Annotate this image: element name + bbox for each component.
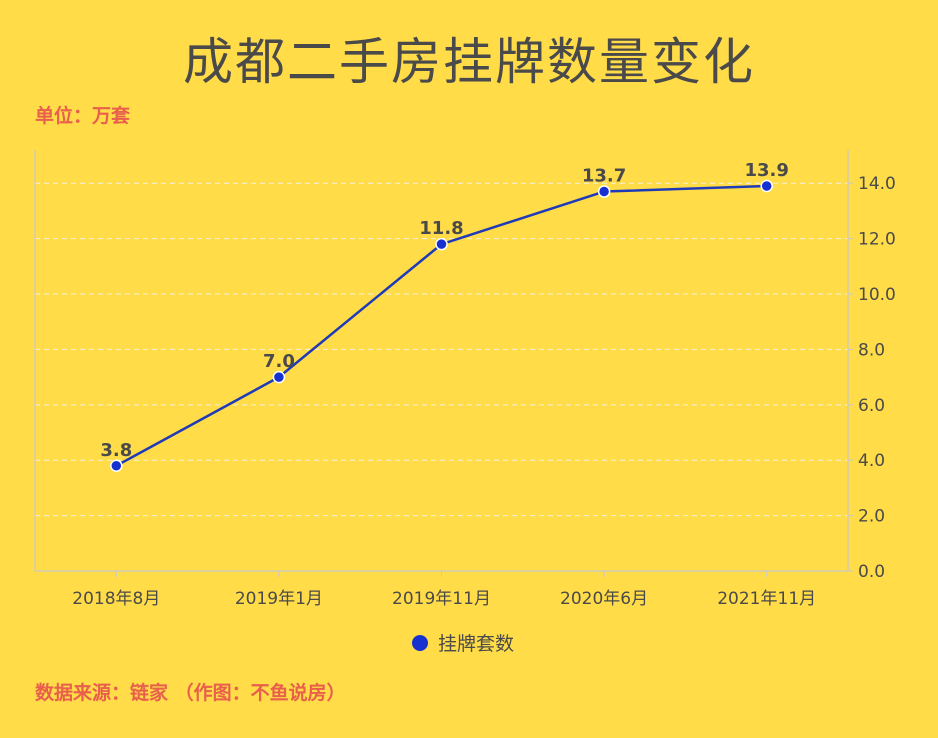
data-point-1[interactable]	[272, 370, 286, 384]
legend-marker-0[interactable]	[412, 635, 428, 651]
y-tick-label-2: 4.0	[858, 451, 885, 471]
data-label-1: 7.0	[263, 351, 295, 372]
source-label: 数据来源：链家 （作图：不鱼说房）	[35, 682, 346, 704]
legend-label-0[interactable]: 挂牌套数	[438, 633, 514, 655]
data-point-0[interactable]	[110, 459, 123, 472]
data-label-3: 13.7	[582, 166, 626, 187]
data-label-4: 13.9	[744, 160, 788, 181]
data-point-2[interactable]	[435, 237, 448, 251]
x-tick-label-1: 2019年1月	[235, 589, 323, 609]
y-tick-label-5: 10.0	[858, 285, 896, 305]
y-tick-label-6: 12.0	[858, 230, 896, 250]
data-label-2: 11.8	[419, 218, 463, 239]
unit-label: 单位：万套	[35, 105, 131, 127]
y-tick-label-3: 6.0	[858, 396, 885, 416]
data-label-0: 3.8	[100, 440, 132, 461]
y-tick-labels: 0.0 2.0 4.0 6.0 8.0 10.0 12.0 14.0	[858, 174, 896, 582]
x-tick-label-4: 2021年11月	[717, 589, 816, 609]
legend[interactable]: 挂牌套数	[412, 633, 514, 655]
series-line	[110, 179, 773, 472]
y-tick-label-0: 0.0	[858, 562, 885, 582]
page-title: 成都二手房挂牌数量变化	[183, 33, 755, 91]
x-tick-label-3: 2020年6月	[560, 589, 648, 609]
y-tick-label-4: 8.0	[858, 340, 885, 360]
axes	[34, 150, 853, 577]
y-tick-label-1: 2.0	[858, 507, 885, 527]
data-point-3[interactable]	[597, 185, 611, 198]
data-point-4[interactable]	[760, 179, 773, 193]
x-tick-label-2: 2019年11月	[392, 589, 491, 609]
x-tick-labels: 2018年8月 2019年1月 2019年11月 2020年6月 2021年11月	[72, 589, 816, 609]
data-labels: 3.8 7.0 11.8 13.7 13.9	[100, 160, 789, 461]
x-tick-label-0: 2018年8月	[72, 589, 160, 609]
y-tick-label-7: 14.0	[858, 174, 896, 194]
